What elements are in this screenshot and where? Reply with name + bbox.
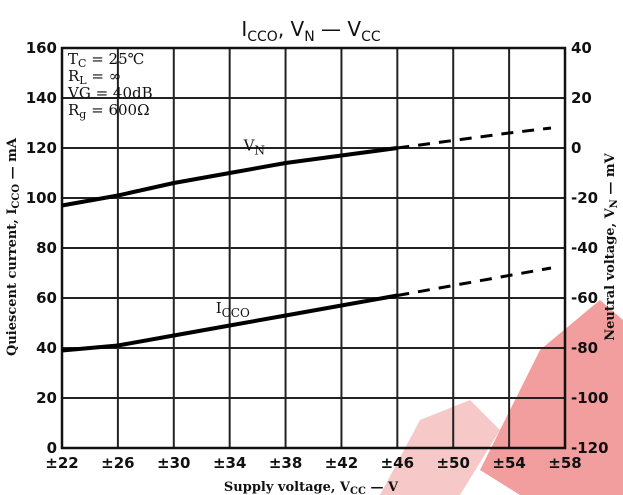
- left-tick-label-2: 40: [36, 339, 57, 357]
- left-axis-label-unit: — mA: [5, 137, 20, 184]
- right-tick-label-5: -60: [571, 289, 598, 307]
- title-dash-sub: CC: [361, 29, 381, 45]
- right-axis-ticks: 40 20 0 -20 -40 -60 -80 -100 -120: [571, 39, 609, 457]
- x-tick-label-2: ±30: [157, 454, 190, 472]
- series-0-label: VN: [243, 137, 265, 158]
- condition-3: Rg = 600Ω: [68, 101, 150, 121]
- right-axis-label-text: Neutral voltage, V: [603, 207, 618, 340]
- left-tick-label-7: 140: [26, 89, 57, 107]
- right-tick-label-8: -120: [571, 439, 609, 457]
- left-tick-label-6: 120: [26, 139, 57, 157]
- x-axis-label-unit: — V: [366, 480, 399, 495]
- x-tick-label-3: ±34: [213, 454, 246, 472]
- right-axis-label: Neutral voltage, VN — mV: [603, 152, 620, 340]
- left-tick-label-5: 100: [26, 189, 57, 207]
- right-tick-label-0: 40: [571, 39, 592, 57]
- x-tick-label-8: ±54: [492, 454, 525, 472]
- condition-1: RL = ∞: [68, 67, 121, 87]
- right-tick-label-7: -100: [571, 389, 609, 407]
- series-1-solid-line: [61, 293, 398, 353]
- x-axis-label-text: Supply voltage, V: [224, 480, 351, 495]
- condition-2: VG = 40dB: [67, 84, 153, 102]
- x-tick-label-1: ±26: [101, 454, 134, 472]
- series-0-dashed-line: [397, 126, 552, 150]
- title-main-sub: CCO: [247, 29, 278, 45]
- series-layer: [61, 126, 552, 353]
- right-axis-label-sub: N: [609, 199, 620, 208]
- condition-0: TC = 25℃: [68, 50, 144, 70]
- left-tick-label-3: 60: [36, 289, 57, 307]
- left-tick-label-1: 20: [36, 389, 57, 407]
- left-axis-label-sub: CCO: [11, 184, 22, 209]
- x-tick-label-7: ±50: [436, 454, 469, 472]
- x-axis-ticks: ±22 ±26 ±30 ±34 ±38 ±42 ±46 ±50 ±54 ±58: [45, 454, 581, 472]
- x-tick-label-0: ±22: [45, 454, 78, 472]
- right-tick-label-4: -40: [571, 239, 598, 257]
- title-sep-sub: N: [304, 29, 314, 45]
- left-axis-label-text: Quiescent current, I: [5, 209, 20, 356]
- x-tick-label-5: ±42: [325, 454, 358, 472]
- x-tick-label-6: ±46: [381, 454, 414, 472]
- series-1-dashed-line: [397, 266, 552, 297]
- left-tick-label-8: 160: [26, 39, 57, 57]
- title-sep: , V: [278, 17, 305, 41]
- right-axis-label-unit: — mV: [603, 152, 618, 199]
- right-tick-label-3: -20: [571, 189, 598, 207]
- left-tick-label-0: 0: [47, 439, 57, 457]
- title-main: I: [241, 17, 247, 41]
- right-tick-label-1: 20: [571, 89, 592, 107]
- x-tick-label-9: ±58: [548, 454, 581, 472]
- left-axis-label: Quiescent current, ICCO — mA: [5, 137, 22, 356]
- x-axis-label-sub: CC: [350, 486, 366, 495]
- right-tick-label-6: -80: [571, 339, 598, 357]
- left-tick-label-4: 80: [36, 239, 57, 257]
- right-tick-label-2: 0: [571, 139, 581, 157]
- series-1-label: ICCO: [216, 299, 250, 320]
- chart-title: ICCO, VN — VCC: [241, 17, 381, 45]
- series-labels: VN ICCO: [216, 137, 265, 321]
- x-tick-label-4: ±38: [269, 454, 302, 472]
- series-0-solid-line: [61, 146, 398, 208]
- plot-frame: [60, 46, 567, 450]
- x-axis-label: Supply voltage, VCC — V: [224, 480, 399, 495]
- left-axis-ticks: 0 20 40 60 80 100 120 140 160: [26, 39, 57, 457]
- title-dash: — V: [315, 17, 362, 41]
